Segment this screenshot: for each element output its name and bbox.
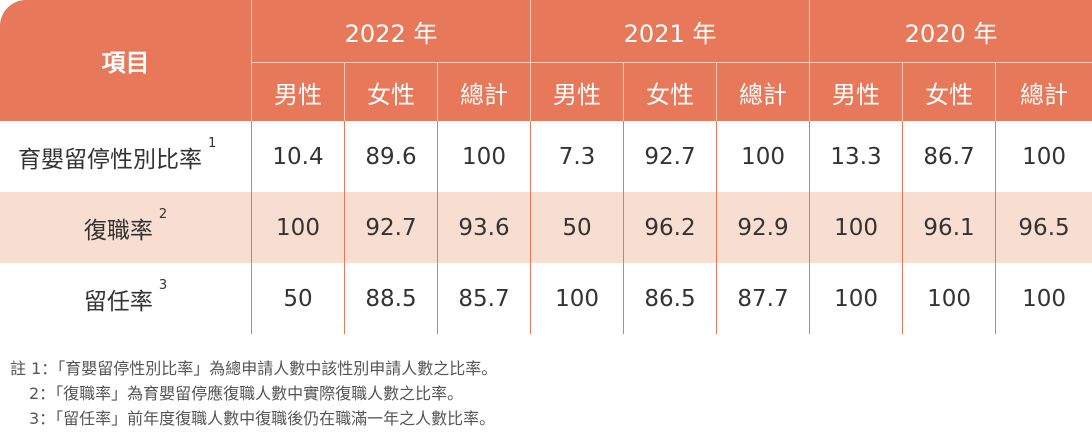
- row-label-text: 復職率: [83, 217, 153, 244]
- row-label-text: 留任率: [83, 288, 153, 315]
- row-label: 育嬰留停性別比率 1: [0, 121, 252, 192]
- table-cell: 50: [531, 192, 625, 263]
- footnotes: 註 1：「育嬰留停性別比率」為總申請人數中該性別申請人數之比率。 2：「復職率」…: [10, 356, 497, 431]
- footnote-mark: 3: [158, 277, 168, 293]
- footnote-mark: 2: [158, 206, 168, 222]
- table-cell: 92.7: [345, 192, 438, 263]
- col-header-total: 總計: [717, 63, 811, 121]
- table-cell: 100: [903, 263, 997, 334]
- footnote-1: 註 1：「育嬰留停性別比率」為總申請人數中該性別申請人數之比率。: [10, 359, 498, 378]
- table-cell: 96.2: [624, 192, 718, 263]
- year-header-2021: 2021 年: [531, 0, 811, 63]
- table-row-retention-rate: 留任率3 50 88.5 85.7 100 86.5 87.7 100 100 …: [0, 263, 1092, 334]
- table-cell: 87.7: [717, 263, 811, 334]
- footnote-2: 2：「復職率」為育嬰留停應復職人數中實際復職人數之比率。: [29, 384, 464, 403]
- table-cell: 100: [810, 263, 904, 334]
- table-cell: 50: [252, 263, 345, 334]
- footnote-mark: 1: [208, 135, 217, 151]
- table-cell: 92.7: [624, 121, 718, 192]
- table-cell: 93.6: [438, 192, 532, 263]
- col-header-male: 男性: [252, 63, 345, 121]
- row-label: 復職率 2: [0, 192, 252, 263]
- col-header-female: 女性: [624, 63, 718, 121]
- table-cell: 7.3: [531, 121, 625, 192]
- row-label: 留任率 3: [0, 263, 252, 334]
- row-label-text: 育嬰留停性別比率: [18, 146, 202, 173]
- table-cell: 100: [1022, 143, 1066, 170]
- statistics-table: 項目 2022 年 2021 年 2020 年 男性 女性 總計 男性 女性 總…: [0, 0, 1092, 334]
- item-header: 項目: [0, 0, 252, 121]
- table-cell: 96.1: [903, 192, 997, 263]
- table-cell: 86.5: [624, 263, 718, 334]
- table-cell: 100: [438, 121, 532, 192]
- table-cell: 89.6: [345, 121, 438, 192]
- col-header-male: 男性: [531, 63, 625, 121]
- table-cell: 100: [252, 192, 345, 263]
- table-cell: 100: [810, 192, 904, 263]
- col-header-female: 女性: [903, 63, 997, 121]
- table-row-parental-leave-gender-ratio: 育嬰留停性別比率 1 10.4 89.6 100 7.3 92.7 100 13.…: [0, 121, 1092, 192]
- table-cell: 100: [531, 263, 625, 334]
- table-cell: 96.5: [996, 192, 1092, 263]
- col-header-male: 男性: [810, 63, 904, 121]
- gender-header-row: 男性 女性 總計 男性 女性 總計 男性 女性 總計: [0, 63, 1092, 121]
- year-header-2020: 2020 年: [810, 0, 1092, 63]
- table-cell: 85.7: [438, 263, 532, 334]
- table-cell: 10.4: [252, 121, 345, 192]
- table-cell: 92.9: [717, 192, 811, 263]
- year-header-row: 項目 2022 年 2021 年 2020 年: [0, 0, 1092, 121]
- table-cell: 13.3: [810, 121, 904, 192]
- table-cell: 88.5: [345, 263, 438, 334]
- col-header-female: 女性: [345, 63, 438, 121]
- col-header-total: 總計: [996, 63, 1092, 121]
- table-row-return-rate: 復職率 2 100 92.7 93.6 50 96.2 92.9 100 96.1…: [0, 192, 1092, 263]
- table-cell: 100: [717, 121, 811, 192]
- year-header-2022: 2022 年: [252, 0, 532, 63]
- col-header-total: 總計: [438, 63, 532, 121]
- footnote-3: 3：「留任率」前年度復職人數中復職後仍在職滿一年之人數比率。: [29, 409, 496, 428]
- table-cell: 100: [1022, 285, 1066, 312]
- table-cell: 86.7: [903, 121, 997, 192]
